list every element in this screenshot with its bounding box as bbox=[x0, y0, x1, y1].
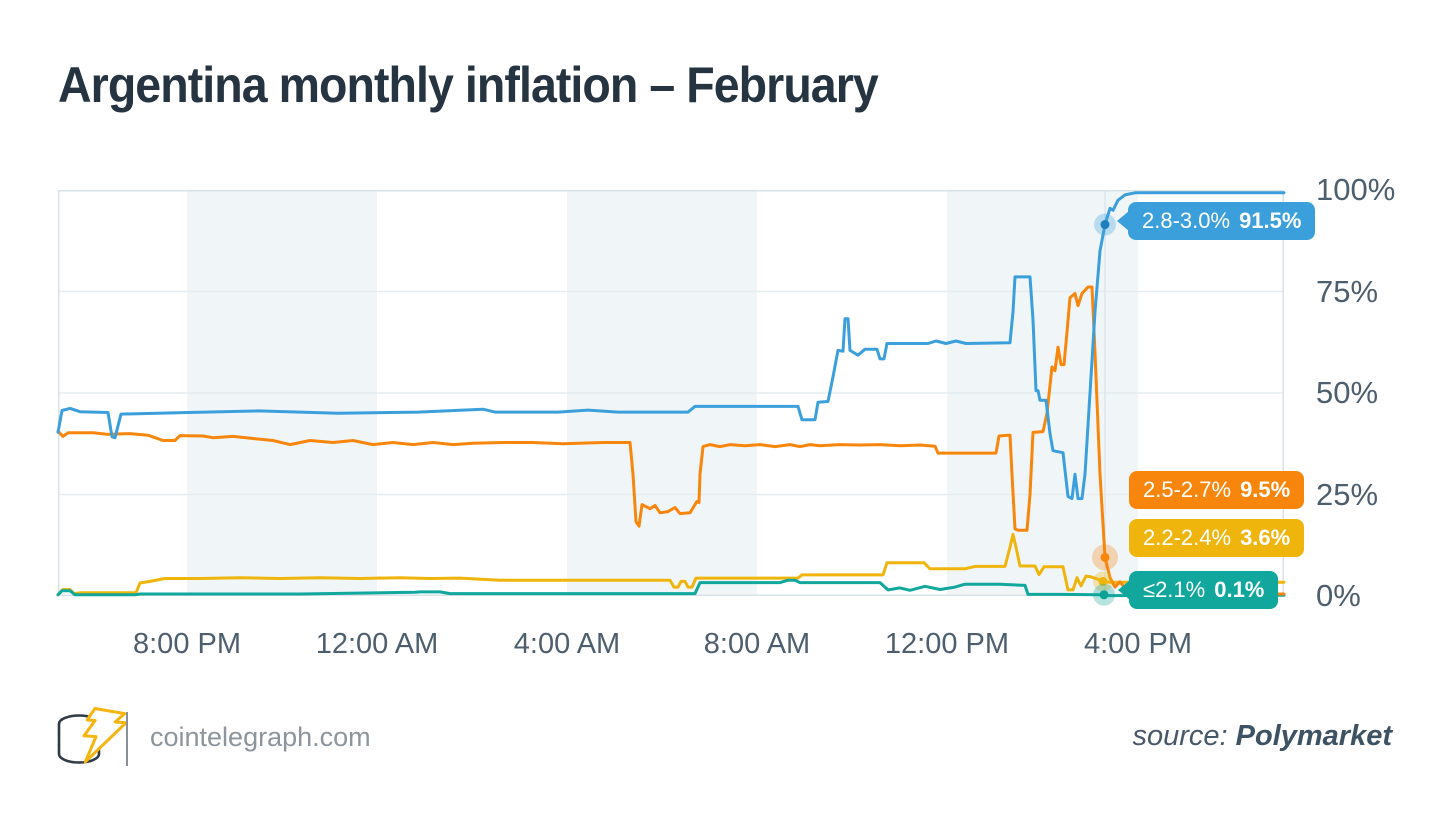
y-tick-label: 100% bbox=[1316, 172, 1396, 207]
y-tick-label: 75% bbox=[1316, 273, 1379, 309]
y-tick-label: 0% bbox=[1316, 578, 1361, 613]
x-tick-label: 8:00 AM bbox=[703, 628, 811, 660]
source-label: source: bbox=[1132, 720, 1228, 752]
plot-border bbox=[58, 190, 1284, 596]
site-url: cointelegraph.com bbox=[150, 722, 371, 752]
tooltip-2.8-3.0: 2.8-3.0% 91.5% bbox=[1116, 202, 1316, 240]
marker-dot bbox=[1098, 576, 1108, 586]
lightning-icon bbox=[82, 707, 127, 764]
marker-dot bbox=[1099, 590, 1109, 600]
y-tick-label: 50% bbox=[1316, 375, 1379, 410]
x-tick-label: 12:00 AM bbox=[315, 628, 439, 660]
source-value: Polymarket bbox=[1235, 720, 1392, 752]
tooltip-2.2-2.4: 2.2-2.4% 3.6% bbox=[1129, 519, 1305, 557]
x-tick-label: 4:00 PM bbox=[1084, 628, 1192, 660]
y-tick-label: 25% bbox=[1316, 476, 1379, 512]
tooltip-le-2.1: ≤2.1% 0.1% bbox=[1117, 571, 1279, 609]
marker-dot bbox=[1100, 220, 1110, 230]
tooltip-value: 91.5% bbox=[1239, 208, 1302, 233]
tooltip-value: 0.1% bbox=[1214, 577, 1265, 602]
tooltip-range: 2.5-2.7% bbox=[1143, 477, 1232, 502]
footer-divider bbox=[126, 712, 128, 766]
tooltip-range: 2.8-3.0% bbox=[1142, 208, 1231, 233]
source-credit: source: Polymarket bbox=[1132, 720, 1392, 753]
y-axis-labels: 100% 75% 50% 25% 0% bbox=[1316, 174, 1436, 612]
tooltip-range: ≤2.1% bbox=[1143, 577, 1206, 602]
chart-plot-area: 2.8-3.0% 91.5% 2.5-2.7% 9.5% 2.2-2.4% 3.… bbox=[56, 190, 1316, 609]
series-line-2.8-3.0% bbox=[56, 191, 1286, 501]
series-line-2.5-2.7% bbox=[56, 285, 1286, 596]
tooltip-2.5-2.7: 2.5-2.7% 9.5% bbox=[1129, 471, 1305, 509]
chart-svg bbox=[56, 190, 1286, 606]
marker-dot bbox=[1100, 552, 1110, 562]
tooltip-value: 3.6% bbox=[1240, 525, 1291, 550]
tooltip-range: 2.2-2.4% bbox=[1143, 525, 1232, 550]
tooltip-value: 9.5% bbox=[1240, 477, 1291, 502]
chart-title: Argentina monthly inflation – February bbox=[58, 57, 879, 113]
x-tick-label: 8:00 PM bbox=[133, 628, 241, 660]
series-line-2.2-2.4% bbox=[56, 532, 1286, 596]
x-tick-label: 12:00 PM bbox=[884, 628, 1010, 660]
cointelegraph-logo bbox=[57, 707, 127, 764]
x-tick-label: 4:00 AM bbox=[513, 628, 621, 660]
series-line-≤2.1% bbox=[56, 578, 1286, 598]
x-axis-labels: 8:00 PM 12:00 AM 4:00 AM 8:00 AM 12:00 PM 4:0… bbox=[58, 628, 1284, 668]
